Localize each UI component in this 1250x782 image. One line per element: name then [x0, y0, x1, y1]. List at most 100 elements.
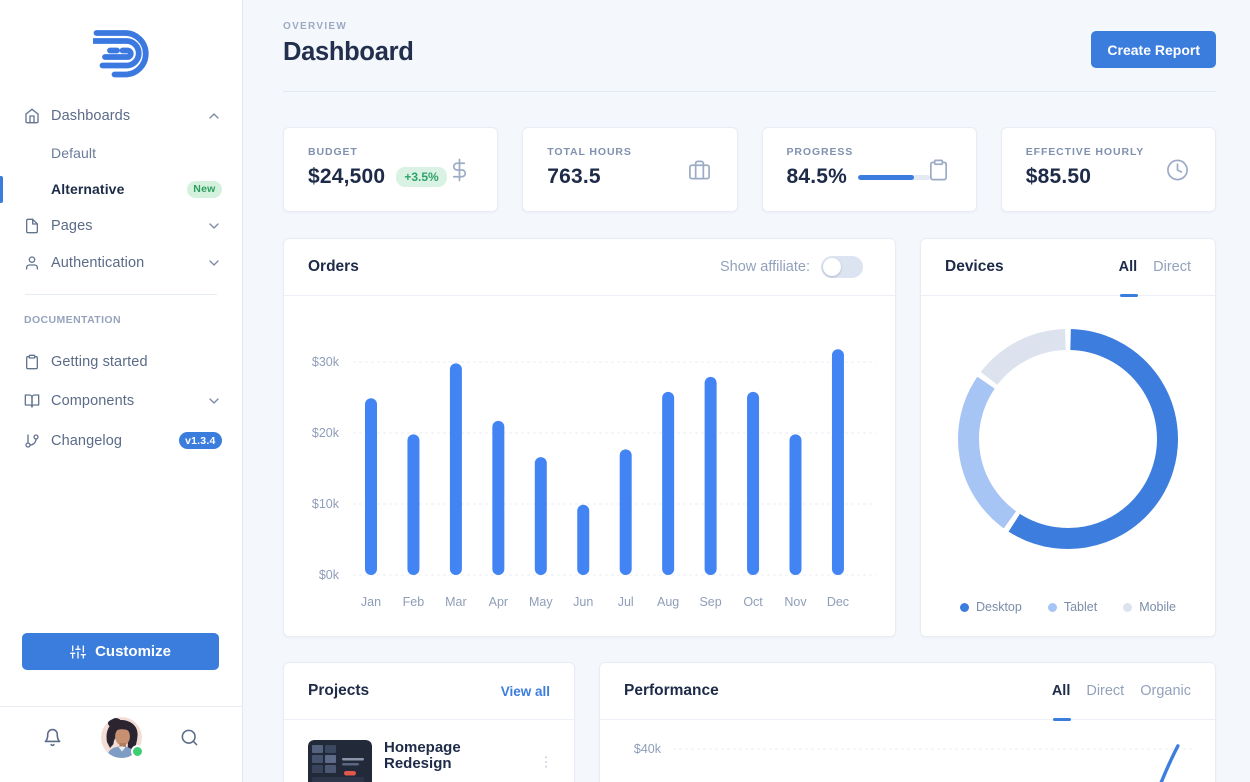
tab-all[interactable]: All [1051, 683, 1071, 699]
stat-label: PROGRESS [786, 146, 854, 158]
svg-text:Nov: Nov [784, 595, 807, 609]
tab-organic[interactable]: Organic [1140, 683, 1191, 699]
sidebar-item-components[interactable]: Components [0, 381, 242, 421]
stats-row: BUDGET $24,500 +3.5% TOTAL HOURS 763.5 PROGRE… [283, 127, 1216, 212]
performance-tabs: All Direct Organic [1052, 683, 1191, 699]
stat-label: BUDGET [308, 146, 358, 158]
projects-card-header: Projects View all [284, 663, 574, 720]
performance-card: Performance All Direct Organic $40k [599, 662, 1216, 782]
clipboard-icon [927, 158, 950, 181]
sidebar-item-default[interactable]: Default [0, 135, 242, 172]
svg-text:Sep: Sep [699, 595, 721, 609]
legend-item-tablet: Tablet [1047, 600, 1098, 614]
nav-section-label: DOCUMENTATION [24, 313, 121, 326]
legend-dot [1047, 602, 1057, 612]
kebab-menu-icon[interactable] [538, 754, 554, 770]
svg-text:Mar: Mar [445, 595, 467, 609]
legend-dot [1123, 602, 1133, 612]
stat-card-effective-hourly: EFFECTIVE HOURLY $85.50 [1000, 127, 1216, 212]
bell-icon[interactable] [43, 728, 62, 747]
sidebar-item-changelog[interactable]: Changelog v1.3.4 [0, 421, 242, 461]
orders-bar-chart: $0k $10k $20k $30k Jan Feb Mar Apr May Jun Jul Aug S… [284, 296, 895, 636]
book-icon [24, 393, 40, 409]
chevron-down-icon [206, 255, 222, 271]
performance-title: Performance [624, 682, 719, 699]
nav-divider [25, 293, 217, 295]
svg-text:$30k: $30k [312, 355, 340, 369]
sidebar-item-label: Components [51, 393, 135, 410]
devices-title: Devices [945, 258, 1004, 275]
active-tab-underline [1052, 718, 1071, 721]
legend-label: Mobile [1139, 600, 1177, 614]
project-thumbnail [308, 740, 372, 782]
sidebar-item-label: Default [51, 144, 97, 161]
svg-text:Jan: Jan [361, 595, 381, 609]
svg-text:$10k: $10k [312, 497, 340, 511]
show-affiliate-label: Show affiliate: [719, 259, 810, 275]
active-tab-underline [1119, 294, 1138, 297]
chevron-up-icon [206, 108, 222, 124]
sidebar-item-label: Authentication [51, 254, 145, 271]
home-icon [24, 108, 40, 124]
sidebar-item-authentication[interactable]: Authentication [0, 244, 242, 281]
project-title: Homepage Redesign [384, 739, 461, 773]
main-content: OVERVIEW Dashboard Create Report BUDGET $… [243, 0, 1250, 782]
performance-line-chart: $40k [600, 720, 1215, 782]
svg-text:Dec: Dec [827, 595, 849, 609]
orders-card-header: Orders Show affiliate: [284, 239, 895, 296]
stat-value: 84.5% [786, 165, 848, 188]
sliders-icon [70, 644, 87, 660]
tab-direct[interactable]: Direct [1086, 683, 1125, 699]
svg-text:$40k: $40k [634, 742, 662, 756]
sidebar-footer [0, 706, 242, 782]
new-badge: New [186, 180, 222, 198]
view-all-link[interactable]: View all [500, 683, 550, 699]
user-icon [24, 255, 40, 271]
stat-label: TOTAL HOURS [547, 146, 632, 158]
customize-button[interactable]: Customize [22, 633, 219, 670]
page-header: OVERVIEW Dashboard Create Report [283, 0, 1216, 68]
devices-donut-chart [921, 296, 1215, 586]
svg-text:Feb: Feb [403, 595, 425, 609]
customize-label: Customize [95, 643, 171, 660]
header-divider [283, 91, 1216, 92]
active-indicator [0, 176, 3, 203]
avatar[interactable] [100, 717, 144, 758]
sidebar-item-label: Changelog [51, 432, 123, 449]
show-affiliate-toggle[interactable] [821, 256, 863, 278]
sidebar-item-pages[interactable]: Pages [0, 208, 242, 245]
legend-dot [959, 602, 969, 612]
legend-label: Desktop [975, 600, 1022, 614]
svg-text:$20k: $20k [312, 426, 340, 440]
legend-label: Tablet [1063, 600, 1098, 614]
tab-direct[interactable]: Direct [1153, 259, 1191, 275]
chevron-down-icon [206, 393, 222, 409]
search-icon[interactable] [180, 728, 199, 747]
tab-all[interactable]: All [1118, 259, 1138, 275]
projects-title: Projects [308, 682, 370, 699]
orders-title: Orders [308, 258, 359, 275]
legend-item-desktop: Desktop [959, 600, 1022, 614]
chevron-down-icon [206, 218, 222, 234]
create-report-button[interactable]: Create Report [1091, 31, 1216, 68]
project-list-item[interactable]: Homepage Redesign [284, 720, 574, 782]
sidebar-item-getting-started[interactable]: Getting started [0, 342, 242, 382]
git-branch-icon [24, 433, 40, 449]
sidebar-item-dashboards[interactable]: Dashboards [0, 98, 242, 135]
breadcrumb-eyebrow: OVERVIEW [283, 21, 348, 32]
clock-icon [1166, 158, 1189, 181]
sidebar-item-alternative[interactable]: Alternative New [0, 171, 242, 208]
svg-text:Jun: Jun [573, 595, 593, 609]
svg-text:May: May [529, 595, 553, 609]
stat-progress-bar [858, 174, 931, 180]
dollar-icon [448, 158, 471, 181]
logo-icon [93, 30, 149, 78]
stat-card-total-hours: TOTAL HOURS 763.5 [522, 127, 738, 212]
svg-text:Oct: Oct [743, 595, 763, 609]
app-logo[interactable] [0, 0, 242, 98]
devices-tabs: All Direct [1119, 259, 1191, 275]
stat-label: EFFECTIVE HOURLY [1025, 146, 1145, 158]
stat-value: $85.50 [1025, 165, 1092, 188]
svg-text:Apr: Apr [489, 595, 508, 609]
devices-card: Devices All Direct Desktop Tablet Mobile [920, 238, 1216, 637]
